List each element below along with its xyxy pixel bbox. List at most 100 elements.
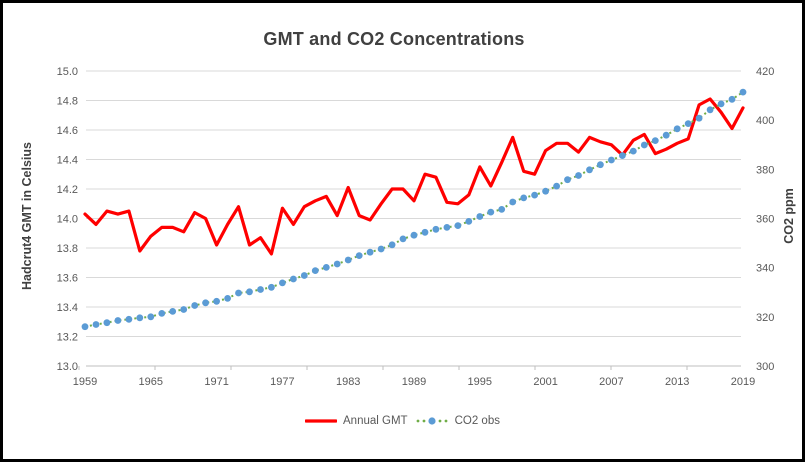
co2-obs-marker xyxy=(366,248,374,256)
right-axis-tick-label: 340 xyxy=(756,263,774,275)
co2-obs-marker xyxy=(575,172,582,179)
left-axis-tick-label: 13.0 xyxy=(57,361,78,373)
co2-obs-marker xyxy=(169,308,177,315)
left-axis-tick-label: 13.2 xyxy=(57,332,78,344)
right-axis-tick-label: 360 xyxy=(756,214,774,226)
co2-obs-line-swatch xyxy=(416,417,447,425)
annual-gmt-line-swatch xyxy=(305,419,338,423)
x-axis-tick-label: 1983 xyxy=(336,376,360,388)
left-axis-tick-label: 14.2 xyxy=(57,184,78,196)
co2-obs-marker xyxy=(333,260,341,268)
right-axis-tick-label: 400 xyxy=(756,115,774,127)
co2-obs-marker xyxy=(92,321,100,328)
co2-obs-marker xyxy=(388,241,396,249)
x-axis-tick-label: 1995 xyxy=(468,376,492,388)
legend-label-co2-obs: CO2 obs xyxy=(454,415,500,427)
co2-obs-marker xyxy=(662,131,670,139)
co2-obs-marker xyxy=(235,289,242,297)
co2-obs-marker xyxy=(158,310,166,317)
left-axis-tick-label: 13.6 xyxy=(57,273,78,285)
x-axis-tick-label: 1965 xyxy=(139,376,163,388)
co2-obs-marker xyxy=(728,95,736,103)
x-axis-tick-label: 2019 xyxy=(731,376,755,388)
co2-obs-marker xyxy=(454,222,462,230)
co2-obs-marker xyxy=(684,120,692,127)
co2-obs-marker xyxy=(531,191,538,199)
co2-obs-marker xyxy=(114,317,122,324)
left-axis-tick-label: 14.6 xyxy=(57,125,78,137)
co2-obs-marker xyxy=(279,279,286,287)
co2-obs-marker xyxy=(191,302,199,309)
legend-label-annual-gmt: Annual GMT xyxy=(343,415,408,427)
chart-legend: Annual GMT CO2 obs xyxy=(3,411,802,431)
co2-obs-marker xyxy=(81,323,89,331)
co2-obs-marker xyxy=(322,264,330,271)
x-axis-tick-label: 1959 xyxy=(73,376,97,388)
co2-obs-marker xyxy=(619,152,626,160)
co2-obs-marker xyxy=(673,125,681,133)
co2-obs-marker xyxy=(498,206,506,213)
co2-obs-marker xyxy=(509,198,517,206)
co2-obs-marker xyxy=(608,156,615,164)
co2-obs-marker xyxy=(564,176,571,184)
co2-obs-marker xyxy=(586,166,593,174)
left-axis-tick-label: 14.0 xyxy=(57,214,78,226)
plot-area: 15.0 14.8 14.6 14.4 14.2 14.0 13.8 13.6 13.4 13.2… xyxy=(57,66,775,388)
co2-obs-marker xyxy=(399,235,407,243)
co2-obs-marker xyxy=(706,106,714,114)
co2-obs-marker xyxy=(202,299,210,307)
co2-obs-marker xyxy=(717,100,725,108)
co2-obs-marker xyxy=(410,231,418,239)
co2-obs-marker xyxy=(465,218,473,225)
left-axis-tick-label: 13.4 xyxy=(57,302,78,314)
co2-obs-marker xyxy=(257,286,264,293)
right-axis-tick-label: 320 xyxy=(756,312,774,324)
co2-obs-marker xyxy=(147,313,155,321)
x-axis-tick-label: 2001 xyxy=(533,376,557,388)
right-axis-title: CO2 ppm xyxy=(782,188,796,244)
co2-obs-marker xyxy=(432,225,440,233)
co2-obs-marker xyxy=(180,306,188,313)
co2-obs-marker xyxy=(443,224,451,231)
co2-obs-marker xyxy=(695,114,703,122)
co2-obs-marker xyxy=(597,161,604,169)
right-axis-tick-label: 300 xyxy=(756,361,774,373)
co2-obs-marker xyxy=(246,288,253,296)
co2-obs-marker xyxy=(542,187,549,195)
co2-obs-marker xyxy=(290,275,297,283)
co2-obs-marker xyxy=(136,314,144,322)
co2-obs-marker xyxy=(553,182,560,190)
co2-obs-marker xyxy=(739,88,747,96)
co2-obs-marker xyxy=(311,267,319,274)
left-axis-tick-label: 13.8 xyxy=(57,243,78,255)
legend-item-co2-obs: CO2 obs xyxy=(415,415,500,427)
left-axis-tick-label: 14.4 xyxy=(57,155,78,167)
x-axis-tick-label: 1977 xyxy=(270,376,294,388)
co2-obs-marker xyxy=(125,315,133,323)
annual-gmt-series-line xyxy=(83,97,745,256)
co2-obs-marker xyxy=(520,194,528,202)
x-axis-tick-label: 1971 xyxy=(204,376,228,388)
co2-obs-marker xyxy=(487,208,495,216)
right-axis-tick-label: 380 xyxy=(756,164,774,176)
left-axis-title: Hadcrut4 GMT in Celsius xyxy=(20,142,34,290)
left-axis-tick-label: 15.0 xyxy=(57,66,78,78)
co2-obs-marker xyxy=(268,283,275,291)
chart-title: GMT and CO2 Concentrations xyxy=(263,29,525,49)
co2-obs-marker xyxy=(421,228,429,236)
co2-obs-series-line xyxy=(84,91,744,328)
co2-obs-marker xyxy=(377,245,385,253)
co2-obs-marker xyxy=(629,147,637,155)
left-axis-tick-label: 14.8 xyxy=(57,96,78,108)
legend-item-annual-gmt: Annual GMT xyxy=(305,415,408,427)
co2-obs-marker xyxy=(300,272,308,279)
co2-obs-marker xyxy=(224,295,232,302)
right-axis-tick-label: 420 xyxy=(756,66,774,78)
co2-obs-marker xyxy=(651,137,659,145)
co2-obs-marker xyxy=(103,319,111,327)
x-axis-tick-label: 1989 xyxy=(402,376,426,388)
co2-obs-marker xyxy=(344,256,352,264)
x-axis-tick-label: 2007 xyxy=(599,376,623,388)
x-axis-tick-label: 2013 xyxy=(665,376,689,388)
